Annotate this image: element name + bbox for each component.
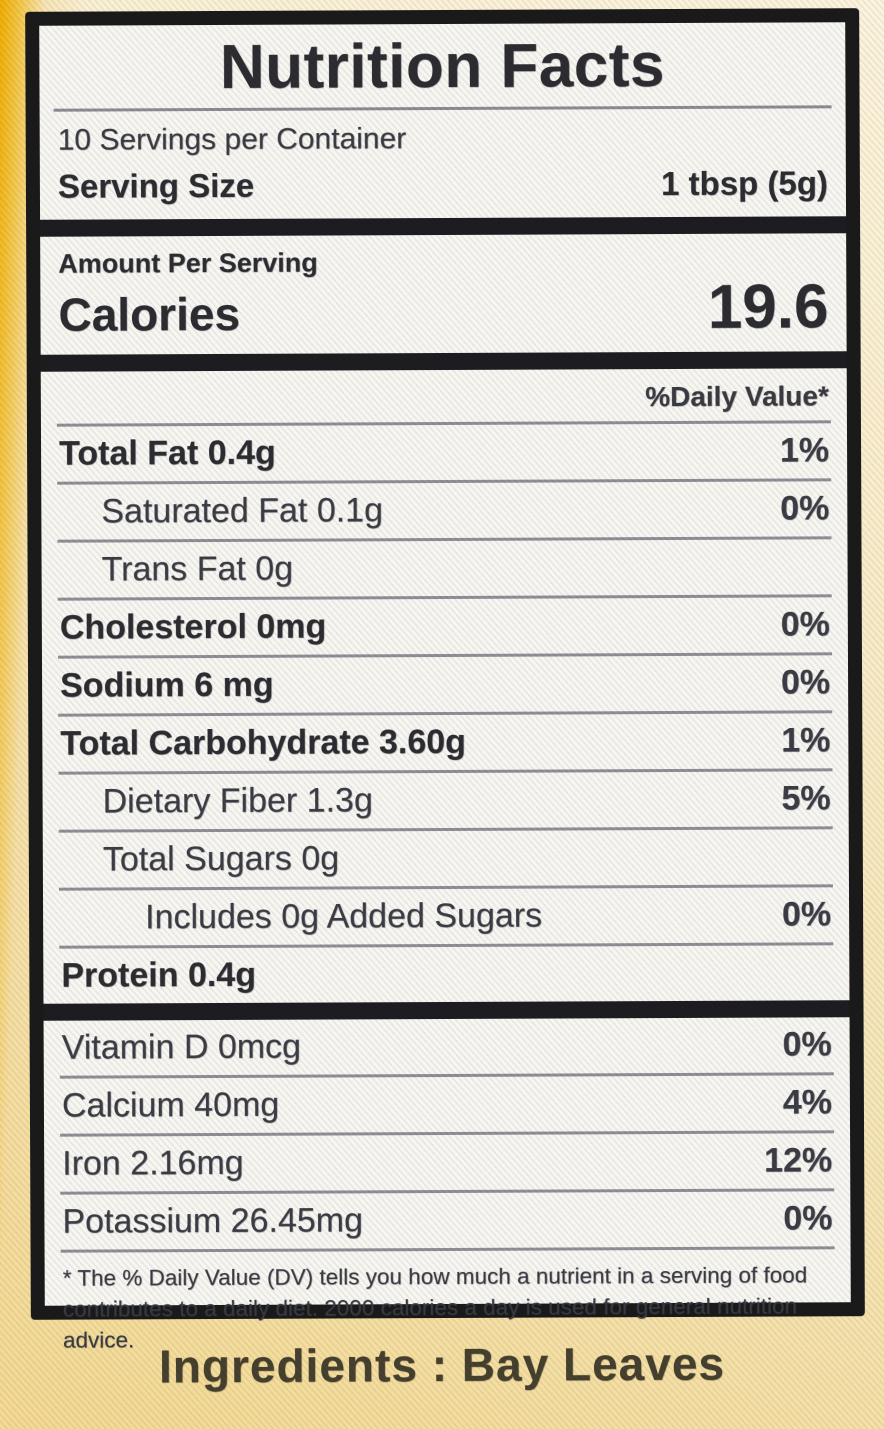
- nutrient-daily-value: 0%: [780, 489, 830, 528]
- serving-size-row: Serving Size 1 tbsp (5g): [56, 156, 830, 219]
- nutrient-row-dietary-fiber: Dietary Fiber 1.3g 5%: [58, 768, 833, 830]
- serving-size-value: 1 tbsp (5g): [660, 164, 828, 203]
- nutrient-daily-value: 0%: [780, 663, 831, 702]
- nutrient-row-saturated-fat: Saturated Fat 0.1g 0%: [57, 478, 832, 540]
- ingredients-text: Ingredients : Bay Leaves: [158, 1337, 726, 1393]
- nutrient-row-total-fat: Total Fat 0.4g 1%: [56, 420, 832, 482]
- nutrient-daily-value: 0%: [781, 895, 832, 934]
- vitamin-row-potassium: Potassium 26.45mg 0%: [60, 1188, 835, 1250]
- nutrition-facts-label: Nutrition Facts 10 Servings per Containe…: [25, 8, 865, 1364]
- nutrient-row-cholesterol: Cholesterol 0mg 0%: [57, 594, 832, 656]
- nutrient-daily-value: 0%: [782, 1025, 832, 1064]
- nutrient-name: Total Carbohydrate 3.60g: [60, 722, 467, 763]
- nutrient-name: Potassium 26.45mg: [62, 1201, 364, 1241]
- daily-value-header: %Daily Value*: [645, 380, 829, 413]
- nutrient-name: Total Fat 0.4g: [58, 433, 276, 473]
- label-title: Nutrition Facts: [219, 31, 666, 102]
- serving-size-label: Serving Size: [57, 166, 255, 205]
- nutrient-name: Sodium 6 mg: [60, 665, 274, 705]
- nutrient-row-trans-fat: Trans Fat 0g: [57, 536, 832, 598]
- nutrient-name: Dietary Fiber 1.3g: [102, 781, 373, 821]
- vitamin-row-iron: Iron 2.16mg 12%: [60, 1130, 835, 1192]
- calories-value: 19.6: [707, 272, 829, 342]
- vitamin-rows: Vitamin D 0mcg 0% Calcium 40mg 4% Iron 2…: [59, 1017, 835, 1250]
- nutrient-row-added-sugars: Includes 0g Added Sugars 0%: [58, 884, 834, 946]
- nutrient-name: Trans Fat 0g: [101, 549, 294, 589]
- nutrient-name: Protein 0.4g: [61, 955, 257, 995]
- vitamin-row-vitamin-d: Vitamin D 0mcg 0%: [60, 1017, 834, 1075]
- nutrient-name: Calcium 40mg: [61, 1085, 280, 1125]
- nutrient-daily-value: 0%: [780, 605, 830, 644]
- nutrient-daily-value: 12%: [764, 1141, 833, 1180]
- nutrient-row-protein: Protein 0.4g: [59, 942, 834, 1004]
- nutrient-row-total-sugars: Total Sugars 0g: [58, 826, 833, 888]
- nutrient-daily-value: 4%: [782, 1083, 832, 1122]
- calories-label: Calories: [58, 288, 241, 342]
- nutrient-name: Cholesterol 0mg: [59, 607, 327, 647]
- vitamin-row-calcium: Calcium 40mg 4%: [59, 1072, 835, 1134]
- nutrient-name: Total Sugars 0g: [102, 839, 340, 879]
- nutrient-name: Saturated Fat 0.1g: [101, 491, 384, 531]
- nutrient-daily-value: 1%: [781, 721, 831, 760]
- nutrient-row-sodium: Sodium 6 mg 0%: [57, 652, 833, 714]
- nutrient-daily-value: 0%: [783, 1199, 833, 1238]
- calories-row: Calories 19.6: [56, 272, 830, 354]
- nutrient-daily-value: 5%: [781, 779, 831, 818]
- servings-per-container: 10 Servings per Container: [57, 122, 407, 157]
- nutrient-name: Iron 2.16mg: [62, 1143, 244, 1183]
- nutrient-name: Vitamin D 0mcg: [61, 1027, 302, 1067]
- nutrient-name: Includes 0g Added Sugars: [145, 896, 543, 937]
- nutrient-row-total-carbohydrate: Total Carbohydrate 3.60g 1%: [58, 710, 833, 772]
- nutrient-daily-value: 1%: [779, 431, 830, 470]
- nutrient-rows: Total Fat 0.4g 1% Saturated Fat 0.1g 0% …: [56, 420, 834, 1004]
